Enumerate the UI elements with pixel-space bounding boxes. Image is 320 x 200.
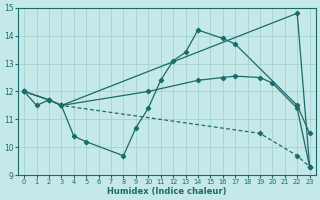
X-axis label: Humidex (Indice chaleur): Humidex (Indice chaleur) (107, 187, 227, 196)
